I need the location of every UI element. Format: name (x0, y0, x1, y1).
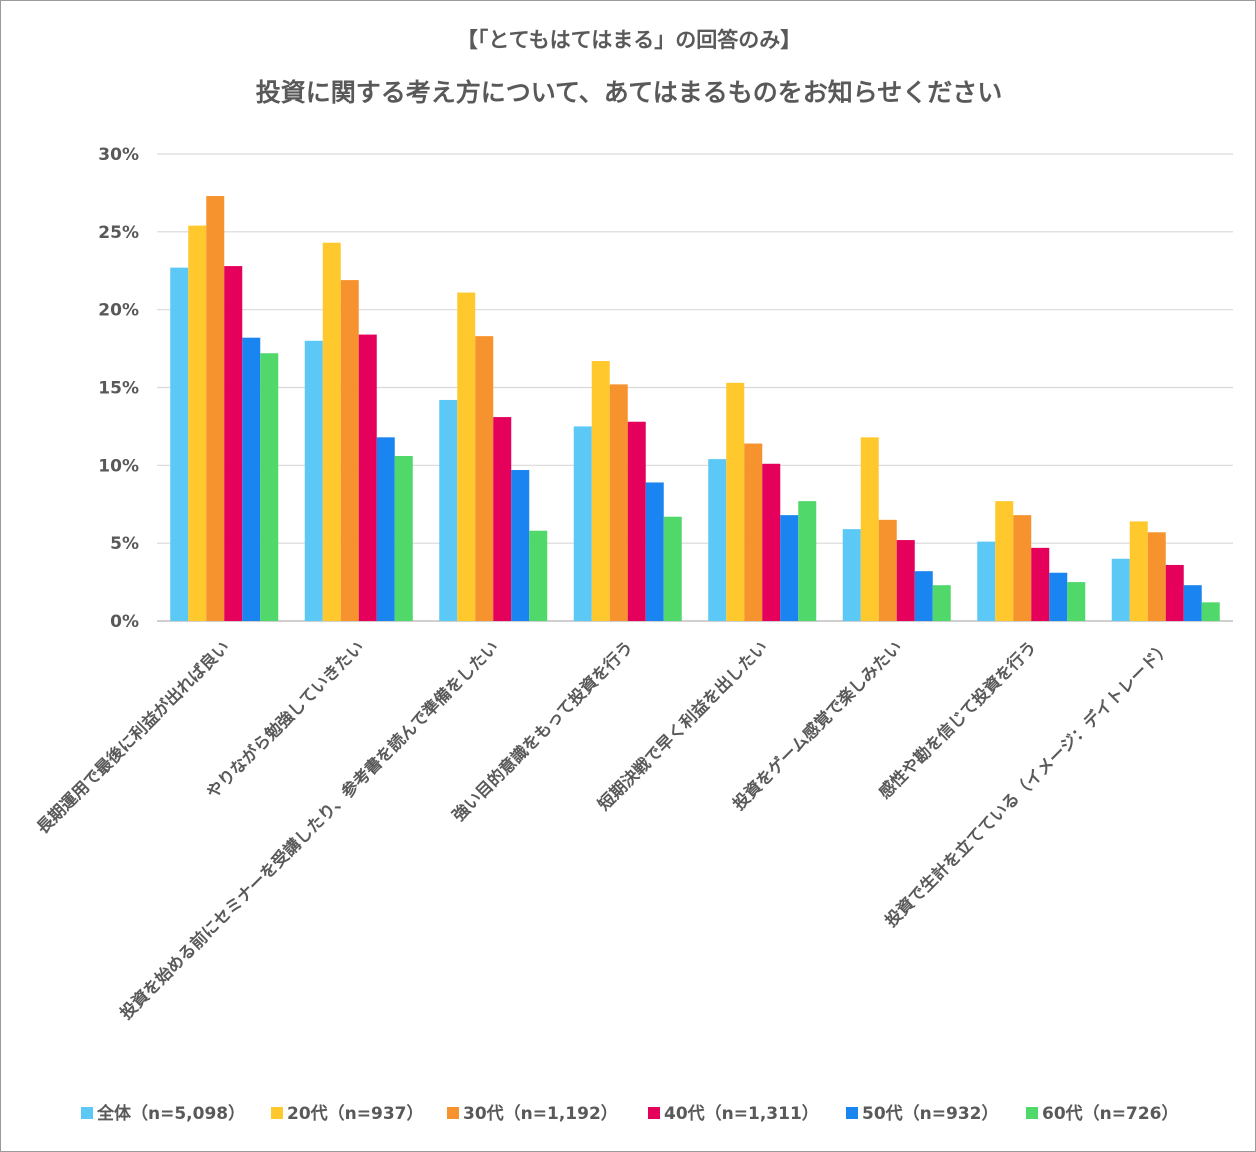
x-tick-label: 感性や勘を信じて投資を行う (874, 637, 1040, 803)
bar (995, 501, 1014, 621)
y-tick-label: 10% (98, 456, 139, 476)
bar (1165, 564, 1184, 621)
y-tick-label: 20% (98, 301, 139, 321)
legend-label: 30代（n=1,192） (463, 1103, 618, 1124)
bar (394, 455, 413, 621)
bar (932, 585, 951, 621)
bar (439, 399, 458, 621)
bar (896, 540, 915, 621)
bar (1183, 585, 1202, 621)
bar (242, 337, 261, 621)
bar (609, 384, 628, 621)
chart-subtitle: 投資に関する考え方について、あてはまるものをお知らせください (256, 78, 1003, 107)
bars (170, 196, 1220, 622)
bar (1201, 602, 1220, 621)
bar (1067, 582, 1086, 621)
bar (1031, 547, 1050, 621)
legend-swatch (648, 1107, 660, 1119)
legend-swatch (81, 1107, 93, 1119)
legend-label: 全体（n=5,098） (96, 1103, 245, 1124)
bar (744, 443, 763, 621)
bar (224, 266, 243, 621)
bar (798, 501, 817, 621)
legend-swatch (271, 1107, 283, 1119)
bar (322, 242, 341, 622)
bar (188, 225, 207, 621)
legend-label: 20代（n=937） (287, 1103, 424, 1124)
bar (977, 541, 996, 621)
legend-swatch (1026, 1107, 1038, 1119)
bar (1049, 572, 1068, 621)
bar (663, 516, 682, 621)
x-axis: 長期運用で最後に利益が出れば良いやりながら勉強していきたい投資を始める前にセミナ… (32, 637, 1174, 1023)
bar (1129, 521, 1148, 621)
bar (1111, 558, 1130, 621)
y-tick-label: 15% (98, 379, 139, 399)
bar (762, 463, 781, 621)
bar (573, 426, 592, 621)
bar (878, 519, 897, 621)
y-tick-label: 30% (98, 145, 139, 165)
y-axis: 0% 5% 10% 15% 20% 25% 30% (98, 145, 139, 632)
bar (645, 482, 664, 621)
bar (340, 280, 359, 621)
legend-label: 40代（n=1,311） (664, 1103, 819, 1124)
y-tick-label: 5% (110, 534, 139, 554)
bar (1147, 532, 1166, 621)
bar (260, 353, 279, 621)
bar (591, 361, 610, 621)
legend-swatch (447, 1107, 459, 1119)
bar (1013, 515, 1032, 621)
bar (206, 196, 225, 621)
legend-label: 60代（n=726） (1042, 1103, 1179, 1124)
chart-title: 【「とてもはてはまる」の回答のみ】 (457, 28, 801, 52)
bar (493, 417, 512, 621)
bar (457, 292, 476, 621)
x-tick-label: 長期運用で最後に利益が出れば良い (32, 637, 233, 838)
bar (529, 530, 548, 621)
legend-swatch (846, 1107, 858, 1119)
bar (627, 421, 646, 621)
bar (376, 437, 395, 621)
bar (726, 382, 745, 621)
y-tick-label: 25% (98, 223, 139, 243)
bar (860, 437, 879, 621)
legend-label: 50代（n=932） (862, 1103, 999, 1124)
bar (358, 334, 377, 621)
bar (842, 529, 861, 621)
bar (304, 340, 323, 621)
bar (914, 571, 933, 621)
bar (708, 459, 727, 621)
x-tick-label: やりながら勉強していきたい (202, 637, 367, 802)
x-tick-label: 投資で生計を立てている（イメージ：デイトレード） (881, 637, 1175, 931)
bar (780, 515, 799, 621)
bar (475, 336, 494, 621)
bar (511, 470, 530, 621)
y-tick-label: 0% (110, 612, 139, 632)
bar (170, 267, 189, 621)
legend: 全体（n=5,098） 20代（n=937） 30代（n=1,192） 40代（n=1… (81, 1103, 1179, 1124)
